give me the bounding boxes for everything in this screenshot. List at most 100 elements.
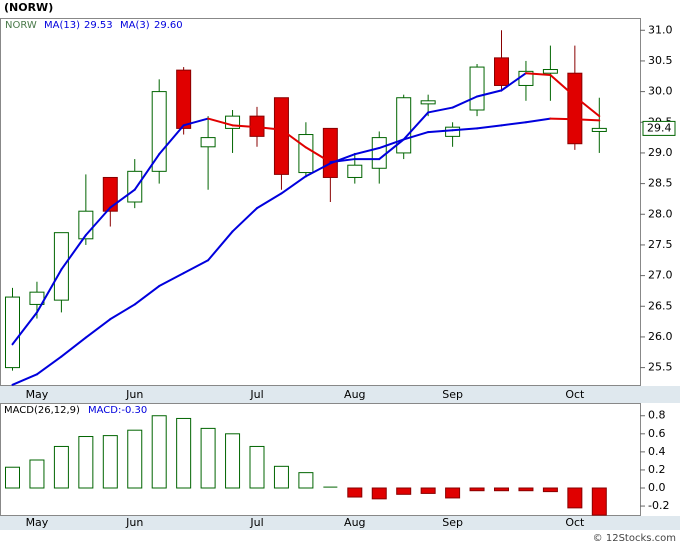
ma-line xyxy=(451,127,479,132)
macd-bar xyxy=(567,487,583,509)
x-tick-label: Jul xyxy=(249,516,263,529)
macd-bar xyxy=(494,487,509,492)
candle-body xyxy=(151,91,167,172)
macd-bar xyxy=(5,466,20,489)
ma-line xyxy=(182,259,210,275)
ma-line xyxy=(280,175,307,195)
macd-bar xyxy=(396,487,412,495)
y-tick-label: 0.4 xyxy=(648,445,666,458)
macd-bar xyxy=(127,429,143,489)
legend-ma: MA(13) xyxy=(44,20,80,31)
candle-body xyxy=(347,164,363,178)
x-tick-label: Jul xyxy=(249,388,263,401)
x-tick-label: Aug xyxy=(344,388,365,401)
y-tick-label: -0.2 xyxy=(648,499,669,512)
candle-body xyxy=(298,134,314,174)
ma-line xyxy=(451,95,479,109)
y-tick-label: 28.5 xyxy=(648,177,673,190)
y-tick-label: 31.0 xyxy=(648,23,673,36)
x-tick-label: Oct xyxy=(565,516,585,529)
candle-body xyxy=(445,126,461,137)
ma-line xyxy=(524,72,552,77)
ma-line xyxy=(133,285,161,306)
footer: © 12Stocks.com xyxy=(593,533,676,544)
legend-macd-value: MACD:-0.30 xyxy=(88,405,147,416)
y-tick-label: 0.8 xyxy=(648,409,666,422)
macd-bar xyxy=(445,487,461,499)
legend-ma-value: 29.60 xyxy=(154,20,183,31)
x-tick-label: Jun xyxy=(125,388,143,401)
x-tick-label: Sep xyxy=(442,516,463,529)
macd-bar xyxy=(469,487,485,492)
ma-line xyxy=(402,131,430,141)
macd-bar xyxy=(249,445,265,489)
candle-body xyxy=(53,232,69,301)
ma-line xyxy=(231,207,258,233)
candle-body xyxy=(371,137,387,169)
ma-line xyxy=(207,230,234,262)
candle-body xyxy=(567,72,583,145)
ma-line xyxy=(207,117,234,127)
y-tick-label: 28.0 xyxy=(648,207,673,220)
candle-body xyxy=(591,127,607,132)
ma-line xyxy=(402,111,430,141)
candle-body xyxy=(127,170,143,203)
ma-line xyxy=(500,72,527,92)
candle-body xyxy=(273,97,289,175)
y-tick-label: 26.5 xyxy=(648,299,673,312)
legend-ma-value: 29.53 xyxy=(84,20,113,31)
legend-ma: MA(3) xyxy=(120,20,150,31)
ma-line xyxy=(35,355,63,376)
candle-body xyxy=(176,69,192,129)
ma-line xyxy=(378,138,405,161)
candle-body xyxy=(469,66,485,111)
x-tick-label: May xyxy=(26,516,49,529)
last-price-box xyxy=(642,120,676,136)
ma-line xyxy=(573,95,601,118)
y-tick-label: 26.0 xyxy=(648,330,673,343)
y-tick-label: 0.0 xyxy=(648,481,666,494)
macd-bar xyxy=(273,465,289,489)
ma-line xyxy=(353,147,381,156)
macd-bar xyxy=(29,459,45,489)
ma-line xyxy=(524,117,552,124)
ma-line xyxy=(304,146,332,164)
macd-bar xyxy=(225,433,241,489)
x-tick-label: Aug xyxy=(344,516,365,529)
ma-line xyxy=(84,318,112,339)
candle-body xyxy=(322,127,338,178)
ma-line xyxy=(11,373,38,386)
ma-line xyxy=(549,117,576,121)
y-tick-label: 30.5 xyxy=(648,54,673,67)
x-tick-label: Sep xyxy=(442,388,463,401)
y-tick-label: 0.2 xyxy=(648,463,666,476)
ma-line xyxy=(427,106,454,114)
macd-bar xyxy=(371,487,387,500)
ma-line xyxy=(573,118,601,122)
chart-title: (NORW) xyxy=(4,1,53,14)
x-axis-strip xyxy=(0,386,680,403)
x-tick-label: Jun xyxy=(125,516,143,529)
ma-line xyxy=(84,206,112,237)
ma-line xyxy=(11,311,38,346)
macd-bar xyxy=(176,417,192,489)
candle-body xyxy=(200,137,216,148)
ma-line xyxy=(35,268,63,314)
ma-line xyxy=(378,138,405,150)
ma-line xyxy=(158,124,185,156)
ma-line xyxy=(60,234,87,271)
legend-ticker: NORW xyxy=(5,20,37,31)
ma-line xyxy=(427,129,454,134)
candle-body xyxy=(542,69,558,74)
macd-bar xyxy=(53,445,69,489)
y-tick-label: 30.0 xyxy=(648,85,673,98)
candle-body xyxy=(420,100,436,105)
ma-line xyxy=(109,303,136,321)
macd-bar xyxy=(200,427,216,489)
ma-line xyxy=(158,272,185,288)
y-tick-label: 29.0 xyxy=(648,146,673,159)
y-tick-label: 27.5 xyxy=(648,238,673,251)
macd-bar xyxy=(298,472,314,489)
ma-line xyxy=(549,74,576,98)
y-tick-label: 25.5 xyxy=(648,361,673,374)
